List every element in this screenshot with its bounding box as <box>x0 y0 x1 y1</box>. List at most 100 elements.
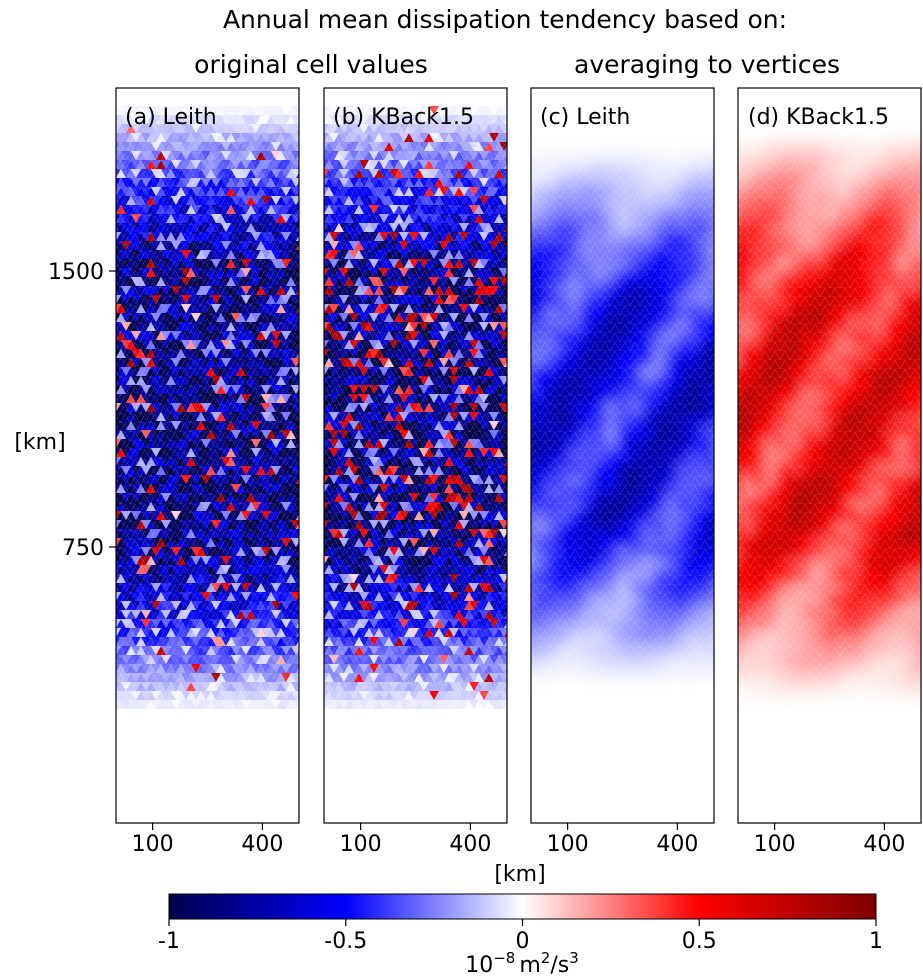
heatmap-cell <box>301 610 311 619</box>
heatmap-cell <box>314 349 324 358</box>
heatmap-cell <box>514 520 524 529</box>
heatmap-cell <box>509 457 519 466</box>
heatmap-cell <box>306 196 316 205</box>
heatmap-cell <box>314 385 324 394</box>
heatmap-cell <box>314 241 324 250</box>
heatmap-cell <box>106 385 116 394</box>
heatmap-cell <box>514 106 524 115</box>
heatmap-cell <box>301 277 311 286</box>
heatmap-cell <box>301 259 311 268</box>
heatmap-cell <box>509 169 519 178</box>
heatmap-cell <box>301 511 311 520</box>
heatmap-cell <box>509 205 519 214</box>
heatmap-cell <box>106 295 116 304</box>
heatmap-cell <box>509 376 519 385</box>
heatmap-cell <box>301 646 311 655</box>
heatmap-cell <box>514 250 524 259</box>
heatmap-cell <box>306 484 316 493</box>
heatmap-cell <box>509 187 519 196</box>
heatmap-cell <box>314 313 324 322</box>
heatmap-cell <box>106 169 116 178</box>
heatmap-cell <box>314 295 324 304</box>
heatmap-cell <box>514 448 524 457</box>
heatmap-cell <box>514 124 524 133</box>
heatmap-cell <box>301 331 311 340</box>
heatmap-cell <box>306 520 316 529</box>
heatmap-cell <box>301 187 311 196</box>
heatmap-cell <box>301 484 311 493</box>
group-title-original: original cell values <box>194 50 428 79</box>
heatmap-cell <box>314 187 324 196</box>
heatmap-cell <box>514 610 524 619</box>
heatmap-cell <box>509 178 519 187</box>
heatmap-cell <box>301 196 311 205</box>
heatmap-cell <box>514 394 524 403</box>
heatmap-cell <box>306 556 316 565</box>
heatmap-cell <box>301 502 311 511</box>
heatmap-cell <box>301 466 311 475</box>
heatmap-cell <box>514 340 524 349</box>
heatmap-cell <box>314 169 324 178</box>
heatmap-cell <box>306 412 316 421</box>
heatmap-cell <box>314 511 324 520</box>
heatmap-cell <box>509 151 519 160</box>
heatmap-cell <box>106 115 116 124</box>
heatmap-cell <box>314 529 324 538</box>
heatmap-cell <box>509 142 519 151</box>
heatmap-cell <box>514 484 524 493</box>
heatmap-cell <box>301 115 311 124</box>
heatmap-cell <box>314 277 324 286</box>
heatmap-cell <box>514 430 524 439</box>
heatmap-cell <box>301 682 311 691</box>
heatmap-cell <box>314 367 324 376</box>
heatmap-cell <box>509 115 519 124</box>
heatmap-cell <box>509 610 519 619</box>
heatmap-cell <box>314 331 324 340</box>
heatmap-cell <box>106 439 116 448</box>
heatmap-cell <box>514 358 524 367</box>
heatmap-cell <box>301 160 311 169</box>
heatmap-cell <box>306 232 316 241</box>
heatmap-cell <box>301 403 311 412</box>
heatmap-cell <box>301 529 311 538</box>
heatmap-cell <box>301 457 311 466</box>
panel-b-kback-cells: (b) KBack1.5 <box>314 87 524 824</box>
heatmap-cell <box>301 340 311 349</box>
heatmap-cell <box>306 340 316 349</box>
heatmap-cell <box>314 475 324 484</box>
heatmap-cell <box>301 286 311 295</box>
heatmap-cell <box>314 133 324 142</box>
heatmap-cell <box>306 466 316 475</box>
heatmap-cell <box>514 538 524 547</box>
heatmap-cell <box>301 538 311 547</box>
heatmap-cell <box>301 358 311 367</box>
heatmap-cell <box>514 178 524 187</box>
heatmap-cell <box>106 583 116 592</box>
heatmap-cell <box>314 619 324 628</box>
heatmap-cell <box>306 574 316 583</box>
heatmap-cell <box>509 403 519 412</box>
heatmap-cell <box>514 232 524 241</box>
heatmap-cell <box>301 673 311 682</box>
heatmap-cell <box>106 619 116 628</box>
heatmap-cell <box>514 412 524 421</box>
heatmap-cell <box>509 466 519 475</box>
heatmap-cell <box>509 601 519 610</box>
heatmap-cell <box>314 151 324 160</box>
heatmap-cell <box>106 511 116 520</box>
heatmap-cell <box>306 286 316 295</box>
heatmap-cell <box>514 304 524 313</box>
heatmap-cell <box>314 547 324 556</box>
heatmap-cell <box>301 547 311 556</box>
heatmap-cell <box>106 403 116 412</box>
heatmap-cell <box>301 628 311 637</box>
heatmap-cell <box>106 565 116 574</box>
heatmap-cell <box>306 628 316 637</box>
heatmap-cell <box>509 529 519 538</box>
heatmap-cell <box>509 448 519 457</box>
heatmap-cell <box>301 232 311 241</box>
heatmap-cell <box>301 142 311 151</box>
heatmap-cell <box>301 241 311 250</box>
heatmap-cell <box>306 448 316 457</box>
panel-b-heatmap <box>314 88 524 823</box>
